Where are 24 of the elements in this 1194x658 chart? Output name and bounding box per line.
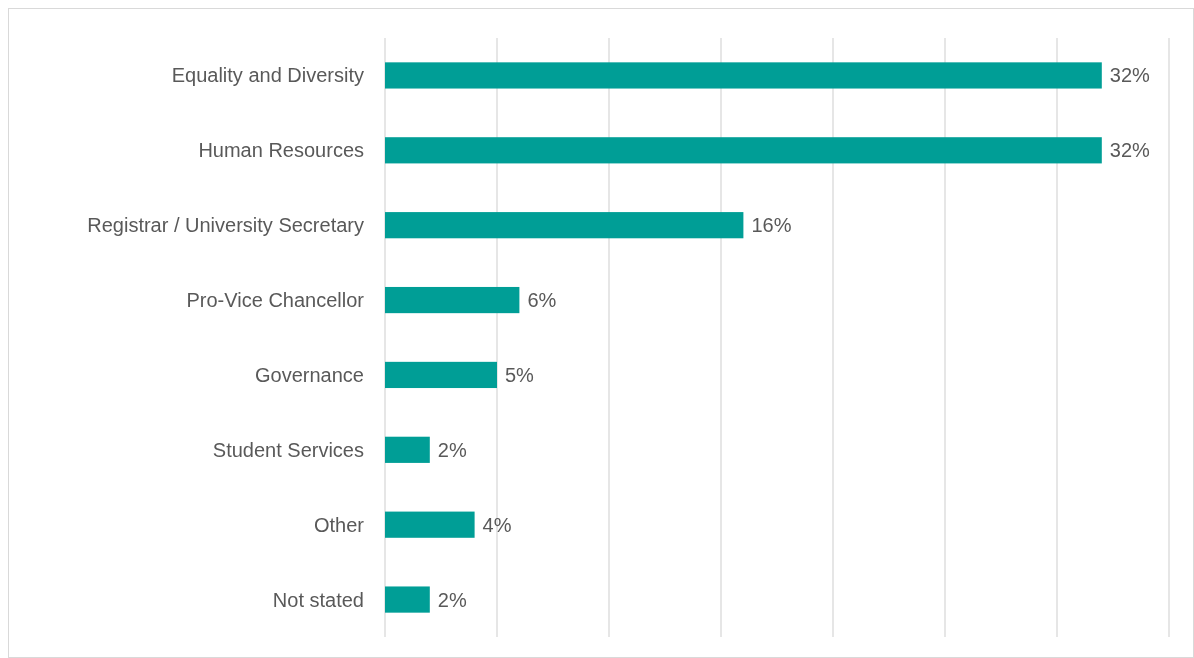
- data-label: 6%: [527, 289, 557, 312]
- data-label: 4%: [482, 513, 512, 536]
- data-label: 2%: [437, 588, 467, 611]
- data-label: 2%: [437, 438, 467, 461]
- y-tick-label: Not stated: [272, 588, 364, 611]
- data-label: 16%: [751, 214, 792, 237]
- bar: [385, 137, 1102, 164]
- bar: [385, 212, 744, 239]
- bar: [385, 361, 497, 389]
- y-tick-label: Other: [313, 513, 365, 536]
- bar: [385, 286, 520, 314]
- y-tick-label: Pro-Vice Chancellor: [186, 289, 365, 312]
- y-tick-label: Equality and Diversity: [171, 64, 364, 87]
- data-label: 32%: [1109, 139, 1151, 162]
- y-tick-label: Human Resources: [198, 139, 364, 162]
- y-tick-label: Governance: [255, 363, 364, 386]
- y-tick-label: Student Services: [212, 438, 364, 461]
- y-tick-label: Registrar / University Secretary: [87, 214, 364, 237]
- data-label: 32%: [1109, 64, 1151, 87]
- bar: [385, 586, 430, 613]
- data-label: 5%: [505, 363, 535, 386]
- bar: [385, 62, 1102, 89]
- bar: [385, 436, 430, 463]
- bar: [385, 511, 475, 538]
